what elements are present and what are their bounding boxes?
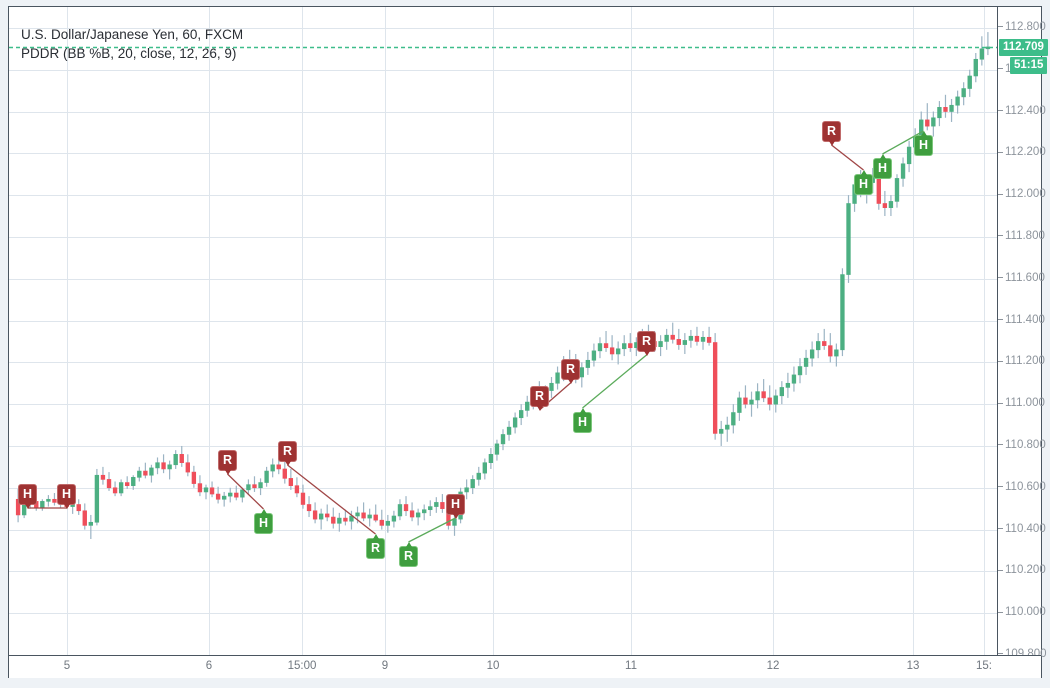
trade-marker-sell-r-8[interactable]: R bbox=[530, 386, 549, 411]
trade-marker-sell-r-12[interactable]: R bbox=[822, 121, 841, 146]
price-tick-label: 110.000 bbox=[998, 606, 1046, 620]
price-tick-text: 112.000 bbox=[1005, 188, 1046, 201]
trade-marker-buy-r-5[interactable]: R bbox=[366, 534, 385, 559]
price-tick-label: 110.600 bbox=[998, 481, 1046, 495]
trade-marker-sell-r-11[interactable]: R bbox=[637, 331, 656, 356]
price-tick-text: 110.000 bbox=[1005, 606, 1046, 619]
price-tick-text: 111.000 bbox=[1005, 397, 1045, 410]
marker-tail-icon bbox=[284, 461, 291, 466]
marker-tail-icon bbox=[879, 154, 886, 159]
gridlines bbox=[9, 7, 997, 655]
tick-dash-icon bbox=[998, 569, 1003, 571]
tick-dash-icon bbox=[998, 444, 1003, 446]
marker-tail-icon bbox=[260, 509, 267, 514]
countdown-badge[interactable]: 51:15 bbox=[1010, 56, 1048, 74]
marker-tail-icon bbox=[24, 504, 31, 509]
price-tick-label: 111.200 bbox=[998, 355, 1045, 369]
price-tick-text: 110.600 bbox=[1005, 480, 1046, 493]
price-tick-text: 110.800 bbox=[1005, 438, 1046, 451]
marker-tail-icon bbox=[224, 470, 231, 475]
time-tick-label: 12 bbox=[766, 660, 780, 672]
tick-dash-icon bbox=[998, 277, 1003, 279]
price-tick-label: 112.800 bbox=[998, 21, 1046, 35]
time-tick-label: 15: bbox=[976, 660, 992, 672]
tick-dash-icon bbox=[998, 653, 1003, 655]
trade-marker-sell-h-7[interactable]: H bbox=[446, 494, 465, 519]
price-tick-label: 111.600 bbox=[998, 271, 1045, 286]
tick-dash-icon bbox=[998, 151, 1003, 153]
time-tick-label: 10 bbox=[486, 660, 500, 672]
time-axis[interactable]: 5 6 15:00 9 10 11 12 13 15: bbox=[9, 655, 1041, 678]
price-tick-text: 112.400 bbox=[1005, 104, 1046, 117]
marker-tail-icon bbox=[920, 131, 927, 136]
tick-dash-icon bbox=[998, 611, 1003, 613]
price-tick-label: 110.400 bbox=[998, 523, 1046, 537]
time-tick-label: 15:00 bbox=[287, 660, 317, 672]
trade-marker-sell-h-1[interactable]: H bbox=[57, 484, 76, 509]
trade-marker-buy-h-3[interactable]: H bbox=[254, 509, 273, 534]
tick-dash-icon bbox=[998, 26, 1003, 28]
price-tick-label: 111.800 bbox=[998, 229, 1045, 244]
candlestick-plot bbox=[9, 7, 997, 655]
time-tick-label: 13 bbox=[906, 660, 920, 672]
price-tick-text: 112.200 bbox=[1005, 146, 1046, 159]
price-tick-label: 111.000 bbox=[998, 397, 1045, 411]
price-tick-label: 112.000 bbox=[998, 188, 1046, 202]
candles bbox=[15, 32, 991, 539]
trade-marker-sell-r-4[interactable]: R bbox=[278, 441, 297, 466]
marker-tail-icon bbox=[567, 379, 574, 384]
tick-dash-icon bbox=[998, 235, 1003, 237]
marker-tail-icon bbox=[405, 542, 412, 547]
price-tick-label: 110.200 bbox=[998, 564, 1046, 578]
price-tick-text: 110.400 bbox=[1005, 522, 1046, 535]
trade-marker-buy-h-13[interactable]: H bbox=[854, 170, 873, 195]
tick-dash-icon bbox=[998, 360, 1003, 362]
tick-dash-icon bbox=[998, 402, 1003, 404]
trade-marker-buy-h-14[interactable]: H bbox=[873, 154, 892, 179]
tick-dash-icon bbox=[998, 319, 1003, 321]
time-tick-label: 6 bbox=[205, 660, 213, 672]
price-tick-text: 111.800 bbox=[1005, 229, 1045, 242]
trade-marker-sell-r-2[interactable]: R bbox=[218, 450, 237, 475]
tick-dash-icon bbox=[998, 486, 1003, 488]
tick-dash-icon bbox=[998, 528, 1003, 530]
trade-marker-sell-r-9[interactable]: R bbox=[561, 359, 580, 384]
price-tick-text: 111.200 bbox=[1005, 355, 1045, 368]
time-tick-label: 5 bbox=[63, 660, 71, 672]
marker-tail-icon bbox=[860, 170, 867, 175]
price-tick-text: 111.400 bbox=[1005, 313, 1045, 326]
trade-marker-buy-h-15[interactable]: H bbox=[914, 131, 933, 156]
trade-marker-sell-h-0[interactable]: H bbox=[18, 484, 37, 509]
trade-marker-buy-r-6[interactable]: R bbox=[399, 542, 418, 567]
trade-connectors bbox=[27, 130, 924, 543]
chart-frame: U.S. Dollar/Japanese Yen, 60, FXCM PDDR … bbox=[8, 6, 1048, 678]
plot-area[interactable]: U.S. Dollar/Japanese Yen, 60, FXCM PDDR … bbox=[9, 7, 997, 655]
price-tick-label: 112.200 bbox=[998, 146, 1046, 160]
price-axis[interactable]: 112.800112.600112.400112.200112.000111.8… bbox=[997, 7, 1048, 660]
price-tick-label: 111.400 bbox=[998, 313, 1045, 328]
time-tick-label: 11 bbox=[625, 660, 637, 672]
time-tick-label: 9 bbox=[381, 660, 389, 672]
marker-tail-icon bbox=[536, 406, 543, 411]
tick-dash-icon bbox=[998, 68, 1003, 70]
marker-tail-icon bbox=[452, 514, 459, 519]
current-price-badge[interactable]: 112.709 bbox=[999, 38, 1048, 56]
price-tick-text: 111.600 bbox=[1005, 271, 1045, 284]
marker-tail-icon bbox=[372, 534, 379, 539]
tick-dash-icon bbox=[998, 193, 1003, 195]
marker-tail-icon bbox=[63, 504, 70, 509]
price-tick-text: 110.200 bbox=[1005, 564, 1046, 577]
marker-tail-icon bbox=[579, 408, 586, 413]
price-tick-label: 112.400 bbox=[998, 105, 1046, 119]
trade-marker-buy-h-10[interactable]: H bbox=[573, 408, 592, 433]
price-tick-text: 112.800 bbox=[1005, 20, 1046, 33]
tick-dash-icon bbox=[998, 109, 1003, 111]
marker-tail-icon bbox=[643, 351, 650, 356]
marker-tail-icon bbox=[828, 141, 835, 146]
price-tick-label: 110.800 bbox=[998, 439, 1046, 453]
